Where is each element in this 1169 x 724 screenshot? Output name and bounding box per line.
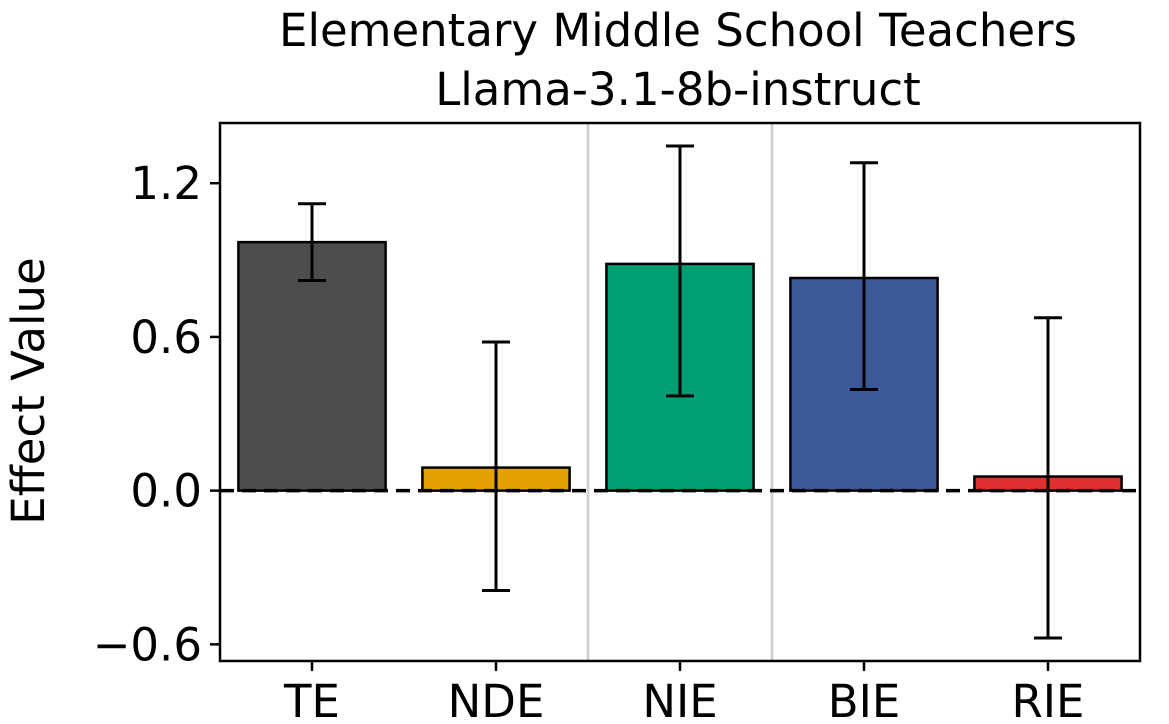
- y-tick-label: 0.0: [130, 465, 202, 518]
- bar-te: [237, 240, 387, 492]
- x-tick-label: BIE: [828, 675, 901, 724]
- plot-area: −0.6 0.0 0.6 1.2 TE NDE NIE BIE RIE: [93, 121, 1142, 724]
- y-tick-label: 1.2: [130, 157, 202, 210]
- y-tick-label: 0.6: [130, 311, 202, 364]
- x-tick-label: RIE: [1012, 675, 1085, 724]
- x-tick-label: NIE: [642, 675, 717, 724]
- x-tick-label: TE: [283, 675, 340, 724]
- y-axis-label: Effect Value: [2, 257, 55, 524]
- chart-title: Elementary Middle School Teachers: [279, 4, 1077, 57]
- y-tick-label: −0.6: [93, 618, 202, 671]
- chart-subtitle: Llama-3.1-8b-instruct: [435, 63, 921, 116]
- x-tick-label: NDE: [448, 675, 545, 724]
